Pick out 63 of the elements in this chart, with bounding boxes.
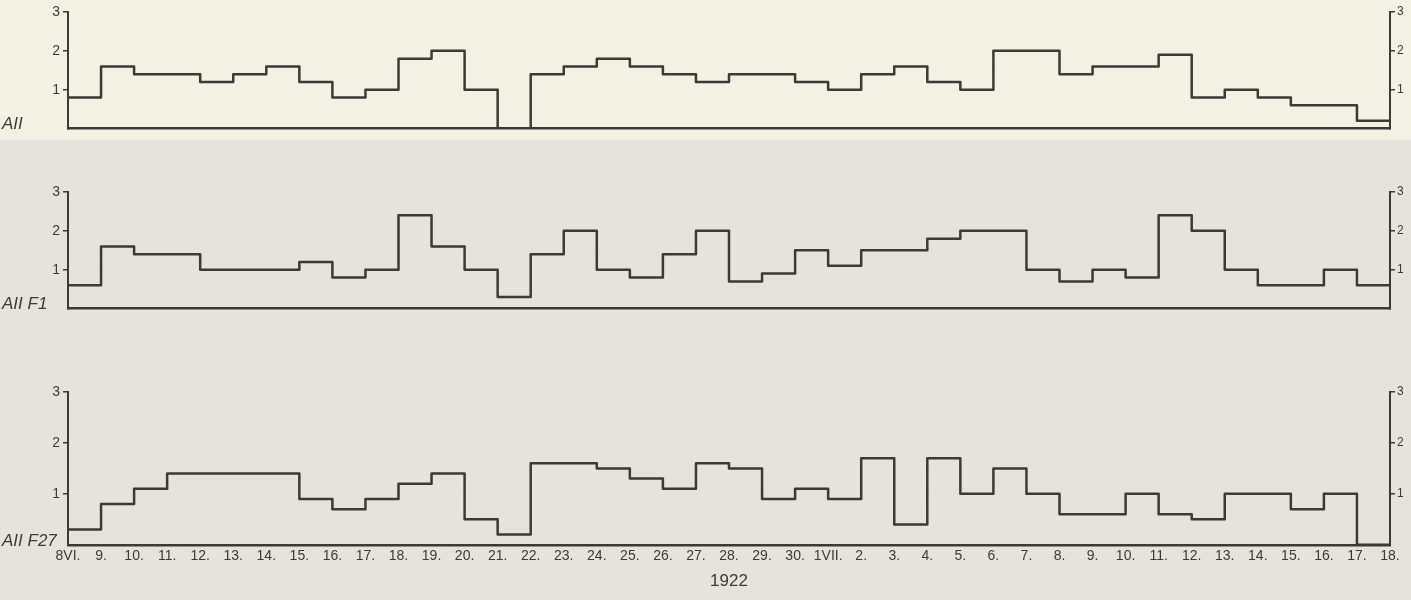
- y2-tick-label: 3: [1397, 184, 1404, 199]
- x-tick-label: 15.: [1281, 547, 1301, 564]
- x-tick-label: 8.: [1053, 547, 1066, 564]
- x-tick-label: 21.: [487, 547, 508, 564]
- y2-tick-label: 2: [1397, 223, 1404, 238]
- x-tick-label: 16.: [1314, 547, 1334, 564]
- x-tick-label: 29.: [752, 547, 772, 564]
- x-tick-label: 17.: [355, 547, 376, 564]
- y-tick-label: 3: [52, 182, 61, 199]
- x-tick-label: 19.: [421, 547, 442, 564]
- x-tick-label: 22.: [520, 547, 541, 564]
- x-tick-label: 10.: [124, 547, 144, 564]
- x-tick-label: 14.: [256, 547, 277, 564]
- y-tick-label: 1: [52, 484, 61, 501]
- x-tick-label: 13.: [223, 547, 243, 564]
- y-tick-label: 3: [52, 382, 61, 399]
- x-tick-label: 10.: [1115, 547, 1136, 564]
- x-tick-label: 8VI.: [55, 547, 81, 564]
- y2-tick-label: 1: [1397, 82, 1404, 97]
- x-axis-title: 1922: [710, 571, 748, 591]
- y-tick-label: 1: [52, 260, 61, 277]
- y-tick-label: 3: [52, 2, 61, 19]
- x-tick-label: 23.: [554, 547, 574, 564]
- x-tick-label: 7.: [1020, 547, 1033, 564]
- x-tick-label: 9.: [1086, 547, 1099, 564]
- x-tick-label: 28.: [719, 547, 739, 564]
- x-tick-label: 12.: [190, 547, 210, 564]
- x-tick-label: 13.: [1215, 547, 1235, 564]
- x-tick-label: 12.: [1181, 547, 1202, 564]
- y2-tick-label: 2: [1397, 435, 1404, 450]
- x-tick-label: 15.: [289, 547, 310, 564]
- x-tick-label: 20.: [454, 547, 475, 564]
- x-tick-label: 3.: [888, 547, 901, 564]
- x-tick-label: 18.: [388, 547, 409, 564]
- y2-tick-label: 1: [1397, 262, 1404, 277]
- x-tick-label: 14.: [1248, 547, 1268, 564]
- x-tick-label: 18.: [1380, 547, 1400, 564]
- x-tick-label: 4.: [921, 547, 934, 564]
- x-tick-label: 9.: [95, 547, 107, 564]
- x-tick-label: 24.: [587, 547, 607, 564]
- y-tick-label: 2: [52, 433, 61, 450]
- x-tick-label: 30.: [785, 547, 805, 564]
- x-tick-label: 6.: [987, 547, 1000, 564]
- x-tick-label: 17.: [1347, 547, 1367, 564]
- y2-tick-label: 3: [1397, 384, 1404, 399]
- x-tick-label: 2.: [855, 547, 868, 564]
- y2-tick-label: 3: [1397, 4, 1404, 19]
- x-tick-label: 27.: [686, 547, 706, 564]
- x-tick-label: 16.: [322, 547, 343, 564]
- x-tick-label: 1VII.: [813, 547, 843, 564]
- x-tick-label: 11.: [1149, 547, 1168, 564]
- y-axis-title: AII F1: [1, 294, 48, 314]
- x-tick-label: 25.: [620, 547, 640, 564]
- x-tick-label: 26.: [653, 547, 673, 564]
- y-tick-label: 1: [52, 80, 61, 97]
- x-tick-label: 5.: [954, 547, 967, 564]
- y-axis-title: AII F27: [1, 530, 58, 550]
- y2-tick-label: 1: [1397, 486, 1404, 501]
- y-tick-label: 2: [52, 221, 61, 238]
- y-axis-title: AII: [1, 114, 24, 134]
- x-tick-label: 11.: [157, 547, 177, 564]
- y-tick-label: 2: [52, 41, 61, 58]
- y2-tick-label: 2: [1397, 43, 1404, 58]
